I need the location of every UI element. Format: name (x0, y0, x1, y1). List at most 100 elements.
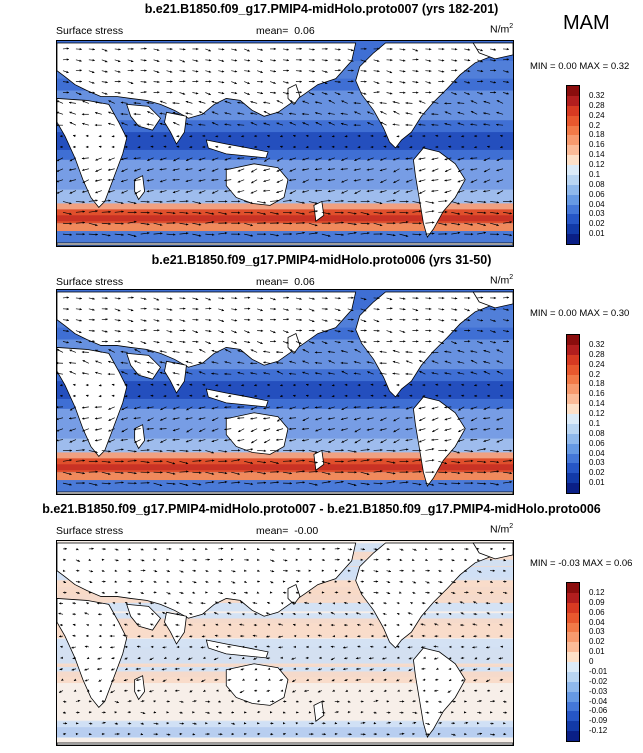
panel-2-max-label: MAX = (579, 308, 609, 319)
season-label: MAM (563, 12, 610, 34)
panel-3-mean: mean= -0.00 (256, 525, 318, 537)
panel-2-units-text: N/m (490, 274, 510, 287)
landmass-arabia (126, 103, 162, 131)
colorbar-swatch (567, 662, 579, 672)
colorbar-swatch (567, 404, 579, 414)
panel-2-minmax: MIN = 0.00 MAX = 0.30 (530, 308, 629, 319)
colorbar-swatch (567, 165, 579, 175)
colorbar-tick-label: 0.32 (589, 90, 605, 100)
colorbar-swatch (567, 632, 579, 643)
colorbar-swatch (567, 344, 579, 355)
landmass-japan (287, 84, 301, 105)
colorbar-tick-label: -0.12 (589, 726, 608, 736)
colorbar-tick-label: 0.14 (589, 399, 605, 409)
landmass-india (164, 360, 187, 394)
colorbar-swatch (567, 224, 579, 235)
colorbar-tick-label: 0.18 (589, 379, 605, 389)
landmass-australia (225, 663, 289, 706)
panel-1-mean-label: mean= (256, 25, 289, 37)
landmass-newzealand (313, 700, 325, 722)
colorbar-tick-label: 0.08 (589, 428, 605, 438)
colorbar-swatch (567, 583, 579, 593)
landmass-southAmerica (413, 647, 466, 738)
wind-vectors (57, 47, 513, 238)
colorbar-tick-label: 0.2 (589, 369, 601, 379)
panel-1-minmax: MIN = 0.00 MAX = 0.32 (530, 61, 629, 72)
panel-3-variable-label: Surface stress (56, 525, 124, 537)
colorbar-tick-label: 0.1 (589, 169, 601, 179)
panel-3-colorbar (566, 582, 580, 742)
colorbar-tick-label: 0.02 (589, 637, 605, 647)
colorbar-swatch (567, 174, 579, 185)
panel-2-mean-label: mean= (256, 276, 289, 288)
panel-3-mean-label: mean= (256, 525, 289, 537)
colorbar-swatch (567, 86, 579, 96)
stress-band (57, 613, 513, 624)
colorbar-swatch (567, 592, 579, 603)
stress-band (57, 638, 513, 651)
colorbar-tick-label: 0.1 (589, 418, 601, 428)
colorbar-tick-label: 0.18 (589, 130, 605, 140)
colorbar-tick-label: 0.09 (589, 597, 605, 607)
panel-1-min-value: 0.00 (558, 61, 577, 72)
colorbar-swatch (567, 453, 579, 464)
landmass-madagascar (134, 424, 146, 450)
colorbar-swatch (567, 214, 579, 225)
colorbar-swatch (567, 691, 579, 702)
panel-3-max-value: 0.06 (613, 558, 633, 569)
colorbar-tick-label: 0.16 (589, 140, 605, 150)
colorbar-tick-label: 0.12 (589, 587, 605, 597)
stress-band (57, 647, 513, 664)
colorbar-swatch (567, 433, 579, 444)
colorbar-tick-label: -0.02 (589, 676, 608, 686)
stress-band (57, 223, 513, 232)
panel-1-units-sup: 2 (509, 23, 514, 30)
colorbar-tick-label: 0.04 (589, 617, 605, 627)
colorbar-swatch (567, 473, 579, 484)
landmass-arabia (126, 352, 162, 380)
landmass-japan (287, 333, 301, 354)
colorbar-tick-label: 0.08 (589, 179, 605, 189)
colorbar-swatch (567, 711, 579, 722)
panel-3-units: N/m2 (490, 523, 513, 536)
landmass-europeAsia (57, 542, 357, 619)
colorbar-tick-label: 0.02 (589, 219, 605, 229)
colorbar-swatch (567, 414, 579, 424)
colorbar-swatch (567, 145, 579, 156)
panel-1-variable-label: Surface stress (56, 25, 124, 37)
colorbar-tick-label: 0.01 (589, 229, 605, 239)
colorbar-swatch (567, 721, 579, 732)
colorbar-tick-label: 0.06 (589, 189, 605, 199)
colorbar-swatch (567, 384, 579, 395)
colorbar-tick-label: 0.04 (589, 199, 605, 209)
wind-vectors (57, 296, 513, 487)
colorbar-swatch (567, 652, 579, 662)
stress-band (57, 472, 513, 481)
panel-1-units-text: N/m (490, 23, 510, 36)
stress-band (57, 438, 513, 457)
colorbar-tick-label: 0.06 (589, 438, 605, 448)
panel-3-units-text: N/m (490, 523, 510, 536)
stress-band (57, 203, 513, 214)
colorbar-swatch (567, 483, 579, 493)
panel-1-mean-value: 0.06 (294, 25, 315, 37)
colorbar-tick-label: 0.01 (589, 478, 605, 488)
colorbar-swatch (567, 602, 579, 613)
panel-2-max-value: 0.30 (610, 308, 630, 319)
colorbar-tick-label: 0.2 (589, 120, 601, 130)
colorbar-tick-label: 0.06 (589, 607, 605, 617)
landmass-india (164, 611, 187, 645)
colorbar-swatch (567, 612, 579, 623)
landmass-greenland (472, 291, 513, 309)
landmass-india (164, 111, 187, 145)
colorbar-tick-label: 0.28 (589, 349, 605, 359)
colorbar-tick-label: 0.24 (589, 110, 605, 120)
landmass-indonesia (205, 388, 269, 408)
colorbar-tick-label: 0.24 (589, 359, 605, 369)
colorbar-tick-label: 0.16 (589, 389, 605, 399)
panel-1-min-label: MIN = (530, 61, 556, 72)
landmass-southAmerica (413, 396, 466, 487)
colorbar-tick-label: -0.01 (589, 666, 608, 676)
stress-band (57, 215, 513, 222)
colorbar-swatch (567, 155, 579, 165)
